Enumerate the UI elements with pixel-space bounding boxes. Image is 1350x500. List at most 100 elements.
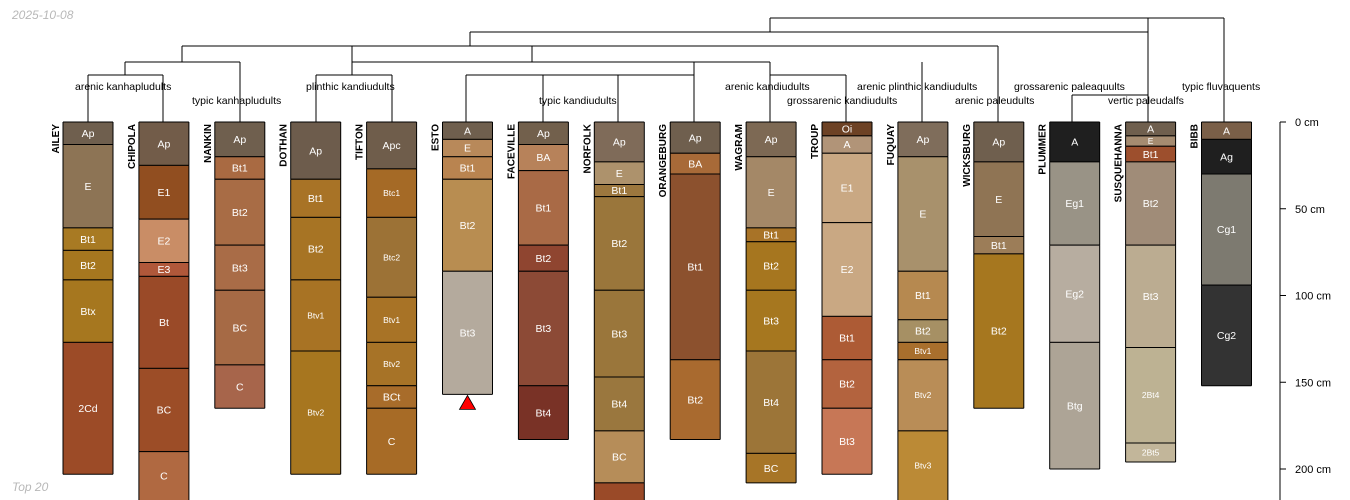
- horizon-rect: [594, 184, 645, 197]
- horizon-rect: [594, 290, 645, 378]
- horizon-label: Bt2: [687, 394, 703, 406]
- horizon-label: Ap: [992, 137, 1005, 149]
- horizon-label: Cg1: [1217, 224, 1236, 236]
- horizon-rect: [138, 122, 189, 166]
- horizon-label: BC: [233, 322, 248, 334]
- horizon-label: Bt2: [460, 220, 476, 232]
- horizon-rect: [1201, 122, 1252, 140]
- horizon-label: Bt3: [763, 315, 779, 327]
- horizon-label: Bt1: [232, 163, 248, 175]
- horizon-rect: [518, 144, 569, 171]
- horizon-rect: [594, 377, 645, 431]
- horizon-rect: [897, 156, 948, 272]
- horizon-rect: [366, 385, 417, 409]
- horizon-label: Btc1: [383, 188, 400, 198]
- horizon-label: Bt3: [611, 328, 627, 340]
- horizon-rect: [973, 161, 1024, 237]
- horizon-label: Cg2: [1217, 330, 1236, 342]
- horizon-rect: [594, 122, 645, 162]
- horizon-label: Bt: [159, 317, 169, 329]
- depth-tick-label: 150 cm: [1295, 377, 1331, 389]
- horizon-rect: [63, 144, 113, 228]
- horizon-label: Eg1: [1065, 198, 1084, 210]
- profile-name: WAGRAM: [734, 124, 745, 171]
- horizon-label: Bt2: [1143, 198, 1159, 210]
- horizon-rect: [897, 430, 948, 500]
- horizon-rect: [518, 271, 569, 386]
- horizon-rect: [366, 342, 417, 386]
- horizon-rect: [138, 219, 189, 263]
- horizon-rect: [1201, 285, 1252, 386]
- horizon-label: Bt2: [308, 243, 324, 255]
- horizon-label: Bt1: [991, 240, 1007, 252]
- depth-tick-label: 0 cm: [1295, 117, 1319, 129]
- horizon-rect: [897, 319, 948, 343]
- profile-nankin: NANKIN Ap Bt1 Bt2 Bt3 BC C: [203, 121, 266, 409]
- horizon-rect: [973, 253, 1024, 409]
- horizon-rect: [1125, 122, 1176, 136]
- horizon-label: Bt1: [611, 185, 627, 197]
- horizon-label: A: [464, 125, 471, 137]
- horizon-label: Bt3: [460, 327, 476, 339]
- horizon-label: Btv1: [307, 310, 324, 320]
- profile-name: BIBB: [1190, 124, 1201, 148]
- horizon-rect: [63, 250, 113, 280]
- horizon-rect: [670, 122, 721, 154]
- horizon-rect: [366, 122, 417, 169]
- horizon-label: Ag: [1220, 151, 1233, 163]
- horizon-rect: [214, 122, 265, 157]
- horizon-label: Bt2: [839, 379, 855, 391]
- horizon-label: E: [84, 181, 91, 193]
- horizon-label: Btv2: [307, 408, 324, 418]
- horizon-rect: [442, 139, 493, 157]
- horizon-label: BC: [612, 452, 627, 464]
- horizon-rect: [290, 122, 341, 180]
- profile-tifton: TIFTON Apc Btc1 Btc2 Btv1 Btv2 BCt C: [355, 121, 418, 475]
- horizon-rect: [138, 262, 189, 277]
- horizon-rect: [1125, 347, 1176, 443]
- profile-susquehanna: SUSQUEHANNA AE Bt1 Bt2 Bt3 2Bt4 2Bt5: [1114, 121, 1177, 463]
- horizon-label: Ap: [765, 134, 778, 146]
- horizon-rect: [1201, 139, 1252, 175]
- taxon-label: arenic plinthic kandiudults: [857, 81, 977, 93]
- horizon-label: Bt4: [763, 397, 779, 409]
- dendro-branch: [465, 46, 999, 122]
- horizon-label: E: [616, 168, 623, 180]
- profile-name: NANKIN: [203, 124, 214, 163]
- horizon-label: Oi: [842, 124, 853, 136]
- profile-bibb: BIBB A Ag Cg1 Cg2: [1190, 121, 1252, 387]
- profile-dothan: DOTHAN Ap Bt1 Bt2 Btv1 Btv2: [279, 121, 342, 475]
- horizon-label: Btv1: [914, 346, 931, 356]
- profile-name: TIFTON: [355, 124, 366, 160]
- profile-name: ESTO: [431, 124, 442, 151]
- taxon-label: vertic paleudalfs: [1108, 95, 1184, 107]
- horizon-label: Ap: [233, 134, 246, 146]
- depth-tick-label: 100 cm: [1295, 291, 1331, 303]
- horizon-label: E: [995, 194, 1002, 206]
- profile-name: PLUMMER: [1038, 123, 1049, 174]
- horizon-label: Bt2: [80, 260, 96, 272]
- horizon-label: E: [464, 143, 471, 155]
- horizon-label: Btv1: [383, 315, 400, 325]
- horizon-rect: [138, 276, 189, 369]
- horizon-rect: [594, 482, 645, 500]
- horizon-label: Ap: [309, 145, 322, 157]
- horizon-rect: [746, 453, 797, 483]
- horizon-label: Bt3: [536, 323, 552, 335]
- horizon-label: Bt1: [308, 193, 324, 205]
- horizon-label: Bt1: [536, 203, 552, 215]
- profile-name: AILEY: [51, 124, 62, 154]
- horizon-label: A: [843, 139, 850, 151]
- horizon-rect: [63, 227, 113, 251]
- horizon-label: Bt3: [1143, 291, 1159, 303]
- profile-faceville: FACEVILLE Ap BA Bt1 Bt2 Bt3 Bt4: [506, 121, 569, 441]
- horizon-rect: [822, 408, 872, 475]
- profile-name: WICKSBURG: [962, 124, 973, 187]
- horizon-label: Btg: [1067, 400, 1083, 412]
- taxon-label: arenic kanhapludults: [75, 81, 171, 93]
- horizon-rect: [973, 236, 1024, 254]
- horizon-label: BC: [764, 463, 779, 475]
- horizon-label: Ap: [916, 134, 929, 146]
- horizon-rect: [290, 179, 341, 218]
- depth-axis: 0 cm 50 cm 100 cm 150 cm 200 cm: [1279, 117, 1331, 500]
